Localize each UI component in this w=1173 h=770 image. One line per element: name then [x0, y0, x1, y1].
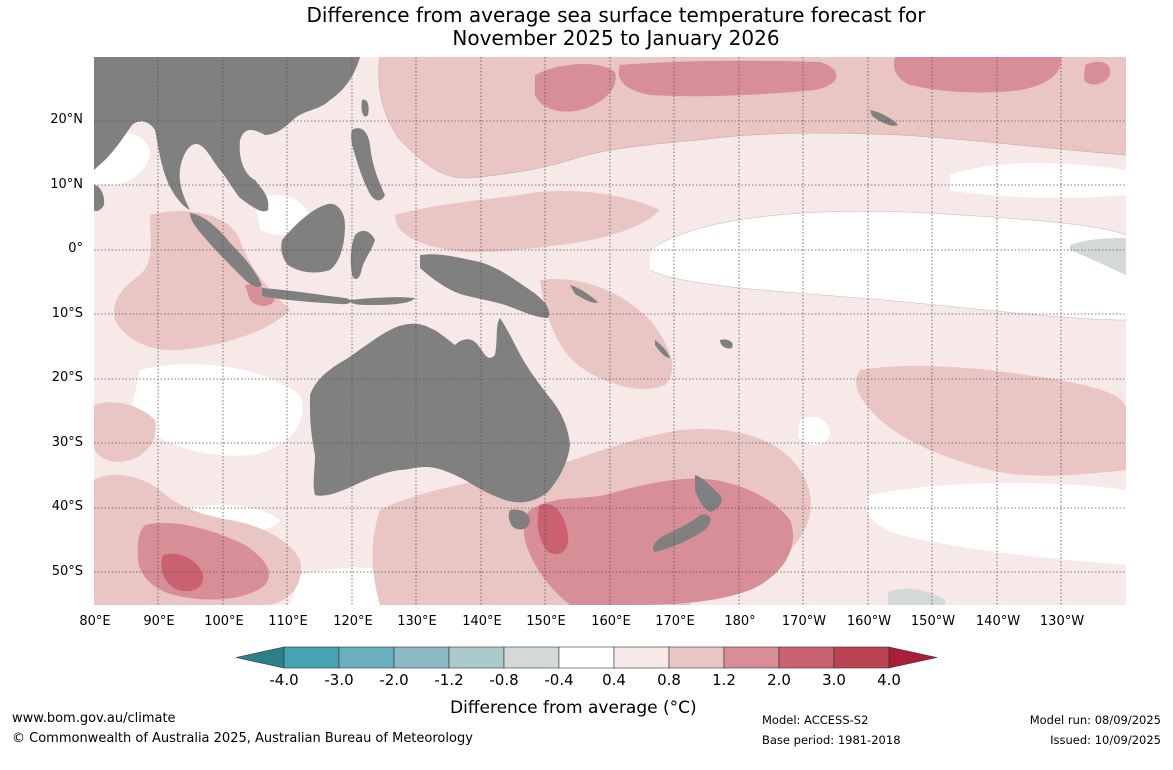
light-anomaly-south-pacific	[856, 365, 1126, 476]
land-new-zealand-south	[653, 514, 711, 552]
title-line-2: November 2025 to January 2026	[452, 26, 780, 50]
colorbar-label: -0.4	[544, 671, 574, 689]
colorbar-label: -1.2	[434, 671, 464, 689]
copyright-text: © Commonwealth of Australia 2025, Austra…	[12, 731, 473, 746]
strong-anomaly-java	[245, 284, 275, 306]
base-period: Base period: 1981-2018	[762, 733, 901, 747]
map-title: Difference from average sea surface temp…	[0, 4, 1173, 50]
lon-tick-140e: 140°E	[462, 614, 502, 629]
lat-tick-20n: 20°N	[50, 112, 83, 127]
colorbar-label: -4.0	[269, 671, 299, 689]
colorbar-cell	[668, 646, 725, 669]
cool-anomaly-south-pacific	[888, 588, 945, 605]
lon-tick-170w: 170°W	[781, 614, 827, 629]
neutral-region-east-pacific	[950, 163, 1126, 198]
colorbar-cell	[833, 646, 890, 669]
colorbar-cell	[558, 646, 615, 669]
colorbar-cell	[778, 646, 835, 669]
medium-anomaly-north-east	[1084, 61, 1111, 85]
lon-tick-160e: 160°E	[591, 614, 631, 629]
medium-anomaly-north-pacific-east	[893, 57, 1061, 93]
land-lesser-sunda	[350, 297, 415, 305]
land-hawaii	[870, 110, 898, 126]
lat-tick-0: 0°	[68, 241, 83, 256]
land-solomons	[570, 285, 598, 303]
light-anomaly-indian-ocean	[114, 211, 290, 351]
land-sumatra	[190, 213, 262, 288]
lon-tick-130w: 130°W	[1039, 614, 1085, 629]
lon-tick-170e: 170°E	[655, 614, 695, 629]
land-asia	[94, 57, 360, 212]
land-tasmania	[508, 509, 530, 530]
issued-date: Issued: 10/09/2025	[1050, 733, 1161, 747]
land	[94, 57, 898, 552]
model-run-date: Model run: 08/09/2025	[1029, 713, 1161, 727]
light-anomaly-central-band	[395, 190, 660, 253]
graticule	[94, 57, 1126, 605]
neutral-region-equatorial-pacific	[650, 211, 1126, 320]
colorbar-label: 4.0	[877, 671, 901, 689]
lon-tick-150e: 150°E	[526, 614, 566, 629]
neutral-region-south-indian	[130, 364, 303, 456]
colorbar-cell	[613, 646, 670, 669]
colorbar-label: -2.0	[379, 671, 409, 689]
land-australia	[310, 318, 570, 503]
colorbar-cell	[283, 646, 340, 669]
medium-anomaly-north-pacific-central	[618, 60, 837, 97]
lon-tick-100e: 100°E	[204, 614, 244, 629]
lat-tick-50s: 50°S	[51, 564, 83, 579]
colorbar-cell	[393, 646, 450, 669]
lat-tick-20s: 20°S	[51, 370, 83, 385]
lat-tick-10n: 10°N	[50, 177, 83, 192]
land-taiwan	[361, 99, 369, 117]
contour-lines	[378, 57, 1126, 321]
lon-tick-180: 180°	[724, 614, 756, 629]
light-anomaly-west-australia	[94, 402, 156, 462]
land-new-caledonia	[655, 340, 670, 358]
strong-anomaly-south-indian	[161, 553, 204, 592]
colorbar-label: -0.8	[489, 671, 519, 689]
light-anomaly-coral-sea	[540, 279, 673, 390]
land-sulawesi	[350, 230, 375, 280]
land-fiji	[720, 339, 733, 349]
neutral-region-coral	[798, 416, 830, 446]
colorbar-label: 0.4	[602, 671, 626, 689]
model-name: Model: ACCESS-S2	[762, 713, 869, 727]
website-link[interactable]: www.bom.gov.au/climate	[12, 711, 176, 726]
colorbar-cell	[723, 646, 780, 669]
lon-tick-80e: 80°E	[79, 614, 111, 629]
colorbar-label: -3.0	[324, 671, 354, 689]
colorbar-title: Difference from average (°C)	[450, 698, 697, 718]
lon-tick-130e: 130°E	[397, 614, 437, 629]
lon-tick-110e: 110°E	[268, 614, 308, 629]
lon-tick-160w: 160°W	[846, 614, 892, 629]
colorbar-label: 1.2	[712, 671, 736, 689]
colorbar-extend-low	[235, 646, 285, 669]
colorbar-cell	[338, 646, 395, 669]
land-sri-lanka-region	[94, 185, 105, 212]
colorbar-cell	[503, 646, 560, 669]
colorbar-extend-high	[888, 646, 938, 669]
lon-tick-120e: 120°E	[333, 614, 373, 629]
land-new-guinea	[420, 254, 550, 318]
lat-tick-10s: 10°S	[51, 306, 83, 321]
medium-anomaly-north-pacific-west	[535, 64, 616, 112]
lon-tick-90e: 90°E	[143, 614, 175, 629]
colorbar-cell	[448, 646, 505, 669]
land-borneo	[281, 203, 345, 273]
cool-anomaly-east-pacific	[1070, 238, 1126, 275]
colorbar-label: 2.0	[767, 671, 791, 689]
lat-tick-30s: 30°S	[51, 435, 83, 450]
colorbar-label: 3.0	[822, 671, 846, 689]
title-line-1: Difference from average sea surface temp…	[306, 3, 926, 27]
sst-anomaly-map	[94, 57, 1126, 605]
land-new-zealand-north	[695, 475, 722, 512]
colorbar-label: 0.8	[657, 671, 681, 689]
land-philippines	[351, 128, 385, 201]
lat-tick-40s: 40°S	[51, 499, 83, 514]
lon-tick-140w: 140°W	[975, 614, 1021, 629]
land-java	[262, 288, 352, 305]
lon-tick-150w: 150°W	[910, 614, 956, 629]
